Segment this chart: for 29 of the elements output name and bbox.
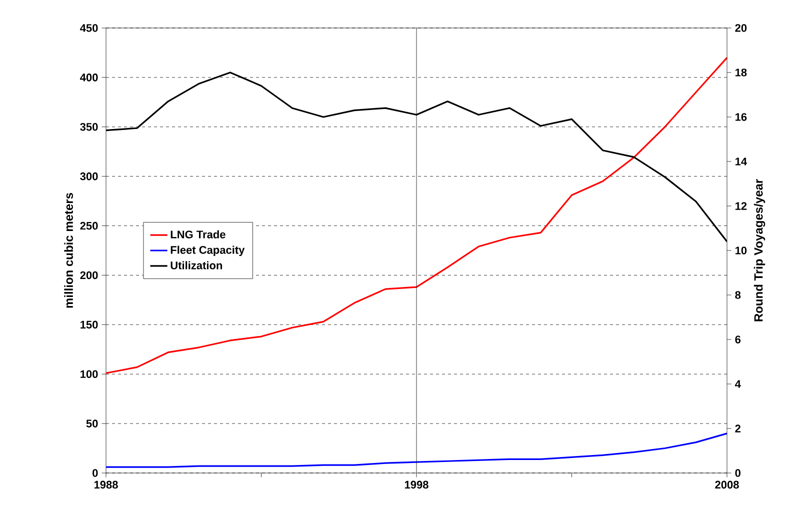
legend-label: LNG Trade — [170, 230, 226, 238]
y2-tick-label: 16 — [735, 113, 747, 121]
y-tick-label: 50 — [86, 420, 98, 428]
x-tick-label: 2008 — [715, 480, 739, 489]
y-tick-label: 450 — [80, 24, 98, 32]
y2-tick-label: 0 — [735, 469, 740, 477]
y2-tick-label: 8 — [735, 291, 741, 299]
y-tick-label: 200 — [80, 271, 98, 280]
legend-label: Utilization — [170, 261, 222, 270]
x-tick-label: 1998 — [404, 480, 428, 489]
y2-tick-label: 4 — [734, 380, 741, 388]
x-tick-label: 1988 — [94, 480, 118, 489]
y-tick-label: 150 — [80, 320, 98, 329]
y2-tick-label: 12 — [735, 202, 747, 210]
y2-tick-label: 20 — [735, 24, 747, 32]
y-tick-label: 0 — [92, 469, 98, 477]
y2-tick-label: 6 — [735, 336, 741, 344]
y-tick-label: 300 — [80, 172, 98, 180]
y2-axis-title: Round Trip Voyages/year — [754, 179, 766, 322]
y-axis-title: million cubic meters — [64, 192, 73, 308]
y2-tick-label: 18 — [735, 68, 747, 76]
y-tick-label: 400 — [80, 74, 98, 82]
y2-tick-label: 10 — [735, 246, 747, 254]
legend-label: Fleet Capacity — [170, 246, 245, 256]
y2-tick-label: 14 — [735, 158, 747, 166]
y2-tick-label: 2 — [735, 424, 740, 432]
y-tick-label: 250 — [80, 222, 98, 230]
y-tick-label: 100 — [80, 370, 98, 378]
y-tick-label: 350 — [80, 122, 98, 131]
